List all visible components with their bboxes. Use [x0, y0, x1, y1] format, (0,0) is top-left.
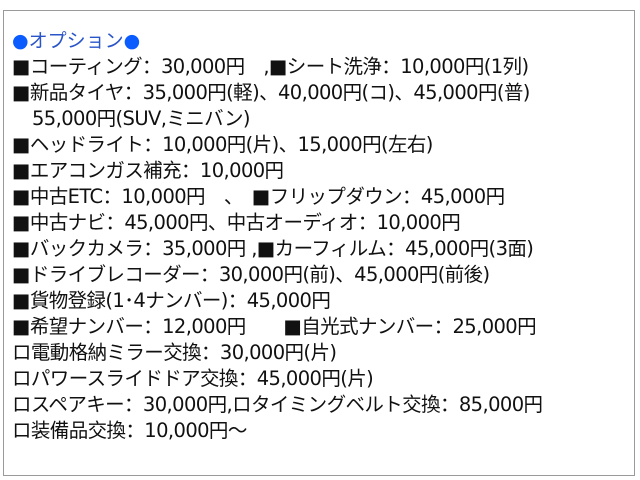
options-list: ■コーティング：30,000円 ,■シート洗浄：10,000円(1列) ■新品タ…	[12, 54, 543, 444]
bullet-dot-icon: ●	[12, 30, 29, 52]
options-title: ●オプション●	[12, 28, 140, 54]
option-line: ■中古ナビ：45,000円、中古オーディオ：10,000円	[12, 211, 461, 234]
option-line: ロ装備品交換：10,000円～	[12, 419, 247, 442]
options-title-text: オプション	[28, 30, 124, 52]
option-line: 55,000円(SUV,ミニバン)	[32, 107, 251, 130]
option-line: ■ヘッドライト：10,000円(片)、15,000円(左右)	[12, 133, 433, 156]
option-line: ロスペアキー：30,000円,ロタイミングベルト交換：85,000円	[12, 393, 543, 416]
option-line: ■エアコンガス補充：10,000円	[12, 159, 284, 182]
option-line: ■希望ナンバー：12,000円 ■自光式ナンバー：25,000円	[12, 315, 537, 338]
option-line: ロ電動格納ミラー交換：30,000円(片)	[12, 341, 337, 364]
option-line: ■バックカメラ：35,000円 ,■カーフィルム：45,000円(3面)	[12, 237, 534, 260]
option-line: ■ドライブレコーダー：30,000円(前)、45,000円(前後)	[12, 263, 490, 286]
option-line: ■コーティング：30,000円 ,■シート洗浄：10,000円(1列)	[12, 55, 529, 78]
option-line: ロパワースライドドア交換：45,000円(片)	[12, 367, 374, 390]
bullet-dot-icon: ●	[123, 30, 141, 52]
option-line: ■貨物登録(1･4ナンバー)：45,000円	[12, 289, 331, 312]
options-panel	[3, 10, 635, 476]
option-line: ■中古ETC：10,000円 、 ■フリップダウン：45,000円	[12, 185, 505, 208]
option-line: ■新品タイヤ：35,000円(軽)、40,000円(コ)、45,000円(普)	[12, 81, 530, 104]
